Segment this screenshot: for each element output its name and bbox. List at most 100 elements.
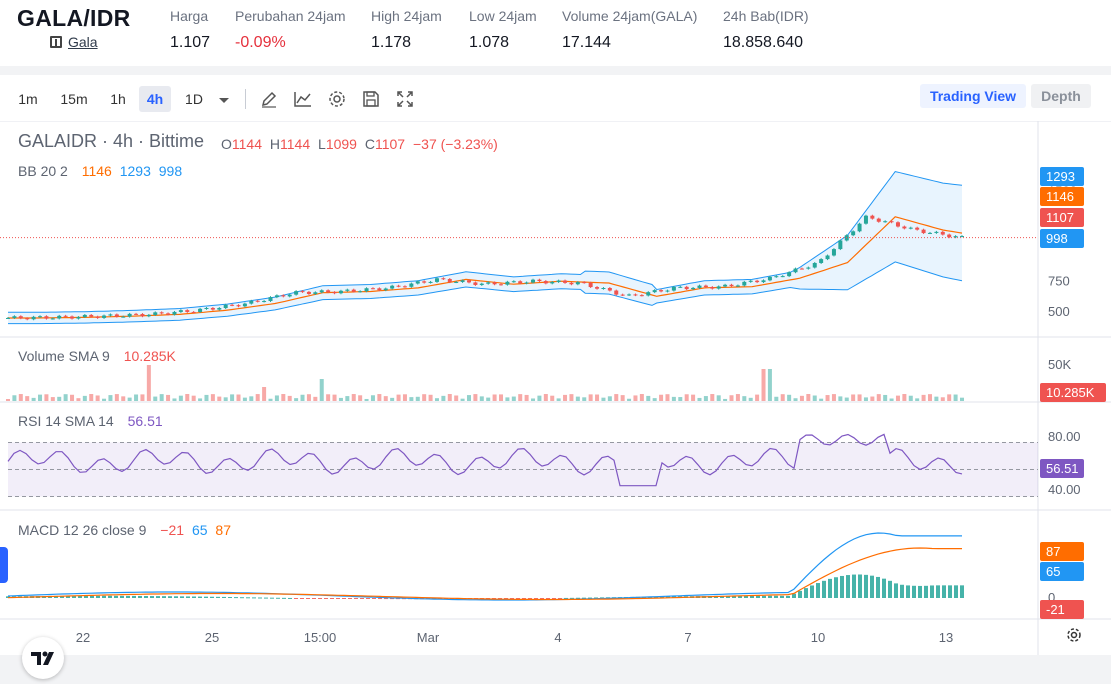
candle	[217, 308, 222, 310]
volume-bar	[601, 397, 606, 401]
tradingview-logo-icon[interactable]	[22, 637, 64, 679]
toolbar-divider	[245, 89, 246, 109]
timeframe-4h[interactable]: 4h	[139, 86, 171, 112]
candle	[25, 318, 30, 320]
volume-bar	[95, 395, 100, 401]
candle	[665, 290, 670, 292]
macd-hist-bar	[114, 595, 118, 598]
macd-hist-bar	[540, 598, 544, 599]
candle	[191, 311, 196, 313]
stat-value: -0.09%	[235, 34, 286, 51]
volume-bar	[76, 398, 81, 401]
macd-hist-bar	[360, 598, 364, 599]
macd-hist-bar	[858, 574, 862, 598]
volume-bar	[198, 398, 203, 401]
indicator-icon[interactable]	[293, 89, 313, 109]
timeframe-1d[interactable]: 1D	[185, 91, 203, 107]
candle	[441, 278, 446, 280]
scroll-left-handle[interactable]	[0, 547, 8, 583]
macd-hist-bar	[102, 595, 106, 598]
stat-value: 1.178	[371, 34, 412, 51]
volume-bar	[134, 394, 139, 401]
timeframe-15m[interactable]: 15m	[60, 91, 88, 107]
macd-hist-bar	[660, 596, 664, 598]
timeframe-1m[interactable]: 1m	[18, 91, 38, 107]
volume-bar	[63, 394, 68, 401]
coin-info-link[interactable]: Gala	[50, 34, 98, 50]
macd-hist-bar	[894, 583, 898, 598]
candle	[114, 314, 119, 317]
volume-bar	[614, 394, 619, 401]
pencil-icon[interactable]	[259, 89, 279, 109]
macd-hist-bar	[270, 597, 274, 599]
volume-bar	[486, 397, 491, 401]
candle	[486, 282, 491, 284]
macd-hist-bar	[366, 598, 370, 599]
macd-hist-bar	[504, 598, 508, 599]
candle	[947, 234, 952, 238]
volume-bar	[767, 369, 772, 401]
save-icon[interactable]	[361, 89, 381, 109]
candle	[121, 316, 126, 318]
macd-hist-bar	[846, 575, 850, 598]
macd-hist-bar	[942, 585, 946, 598]
bb-upper-value: 1293	[119, 163, 151, 179]
volume-bar	[217, 396, 222, 401]
macd-hist-bar	[936, 585, 940, 598]
volume-bar	[543, 394, 548, 401]
macd-hist-bar	[306, 598, 310, 599]
candle	[166, 313, 171, 315]
volume-bar	[473, 394, 478, 401]
macd-line	[7, 532, 962, 601]
volume-bar	[345, 396, 350, 401]
macd-hist-bar	[912, 585, 916, 598]
volume-bar	[627, 398, 632, 401]
volume-bar	[863, 397, 868, 401]
gear-icon[interactable]	[327, 89, 347, 109]
macd-hist-bar	[900, 584, 904, 598]
candle	[447, 279, 452, 283]
macd-hist-bar	[816, 583, 820, 598]
stat-label: Harga	[170, 8, 209, 24]
bb-mid-line	[8, 216, 963, 319]
volume-bar	[575, 396, 580, 401]
volume-bar	[460, 398, 465, 401]
macd-signal-line	[7, 547, 962, 601]
volume-bar	[492, 394, 497, 401]
macd-hist-bar	[930, 585, 934, 598]
volume-bar	[960, 397, 964, 401]
volume-bar	[358, 395, 363, 401]
candle	[402, 286, 407, 288]
macd-hist-bar	[600, 597, 604, 599]
macd-hist-bar	[258, 597, 262, 599]
candle	[627, 294, 632, 296]
fullscreen-icon[interactable]	[395, 89, 415, 109]
candle	[38, 316, 43, 318]
depth-button[interactable]: Depth	[1031, 84, 1091, 108]
volume-bar	[434, 398, 439, 401]
candle	[415, 281, 420, 284]
candle	[370, 288, 375, 290]
candle	[870, 215, 875, 219]
candle	[556, 280, 561, 282]
candle	[57, 315, 62, 319]
macd-hist-bar	[780, 595, 784, 598]
timeframe-1h[interactable]: 1h	[110, 91, 126, 107]
volume-bar	[895, 395, 900, 401]
candle	[236, 305, 241, 307]
volume-bar	[383, 396, 388, 401]
price-chart[interactable]: 150075050050K80.0040.000222515:00Mar4710…	[0, 121, 1111, 655]
settings-gear-icon[interactable]	[1067, 628, 1081, 642]
candle	[921, 229, 926, 234]
coin-name[interactable]: Gala	[68, 34, 98, 50]
volume-bar	[927, 394, 932, 401]
candle	[691, 287, 696, 290]
trading-view-button[interactable]: Trading View	[920, 84, 1026, 108]
macd-hist-bar	[192, 596, 196, 598]
macd-hist-badge: -21	[1046, 602, 1065, 617]
volume-bar	[146, 365, 151, 401]
book-icon	[50, 36, 62, 48]
chevron-down-icon[interactable]	[216, 92, 232, 108]
stat-label: Perubahan 24jam	[235, 8, 346, 24]
candle	[550, 281, 555, 284]
